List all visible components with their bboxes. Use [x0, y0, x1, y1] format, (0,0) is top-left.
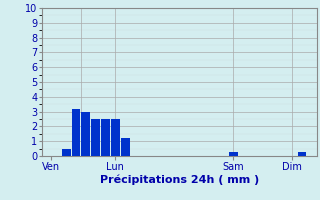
X-axis label: Précipitations 24h ( mm ): Précipitations 24h ( mm ): [100, 174, 259, 185]
Bar: [81, 112, 90, 156]
Bar: [72, 109, 80, 156]
Bar: [111, 119, 120, 156]
Bar: [101, 119, 110, 156]
Bar: [91, 119, 100, 156]
Bar: [298, 152, 307, 156]
Bar: [229, 152, 238, 156]
Bar: [62, 149, 71, 156]
Bar: [121, 138, 130, 156]
